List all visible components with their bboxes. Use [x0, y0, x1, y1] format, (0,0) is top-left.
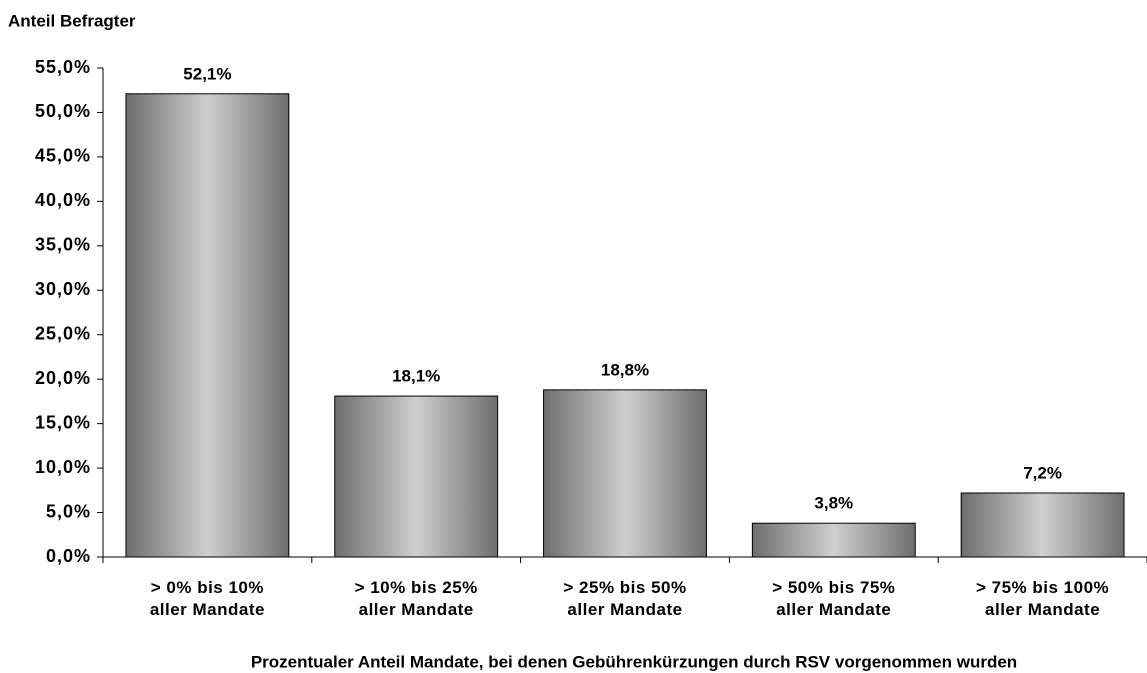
data-label: 52,1% — [183, 64, 231, 83]
x-tick-label: > 10% bis 25% aller Mandate — [354, 578, 478, 619]
y-tick-label: 25,0% — [35, 323, 91, 343]
x-tick-label: > 25% bis 50% aller Mandate — [563, 578, 687, 619]
y-tick-label: 30,0% — [35, 279, 91, 299]
y-tick-label: 5,0% — [46, 501, 91, 521]
y-tick-label: 40,0% — [35, 190, 91, 210]
data-label: 3,8% — [814, 494, 853, 513]
data-label: 18,8% — [601, 360, 649, 379]
bar — [125, 93, 290, 558]
x-tick-label: > 0% bis 10% aller Mandate — [149, 578, 265, 619]
y-tick-label: 35,0% — [35, 235, 91, 255]
y-tick-label: 0,0% — [46, 546, 91, 566]
y-tick-label: 20,0% — [35, 368, 91, 388]
data-label: 18,1% — [392, 367, 440, 386]
y-tick-label: 10,0% — [35, 457, 91, 477]
y-tick-label: 45,0% — [35, 146, 91, 166]
y-tick-label: 15,0% — [35, 412, 91, 432]
bar — [960, 492, 1125, 558]
bar — [751, 522, 916, 558]
y-axis-title: Anteil Befragter — [8, 11, 136, 30]
y-tick-label: 50,0% — [35, 101, 91, 121]
data-label: 7,2% — [1023, 463, 1062, 482]
y-tick-label: 55,0% — [35, 57, 91, 77]
x-tick-label: > 75% bis 100% aller Mandate — [976, 578, 1110, 619]
bar — [334, 395, 499, 558]
bar — [543, 389, 707, 558]
x-tick-label: > 50% bis 75% aller Mandate — [772, 578, 896, 619]
x-axis-title: Prozentualer Anteil Mandate, bei denen G… — [251, 652, 1017, 671]
